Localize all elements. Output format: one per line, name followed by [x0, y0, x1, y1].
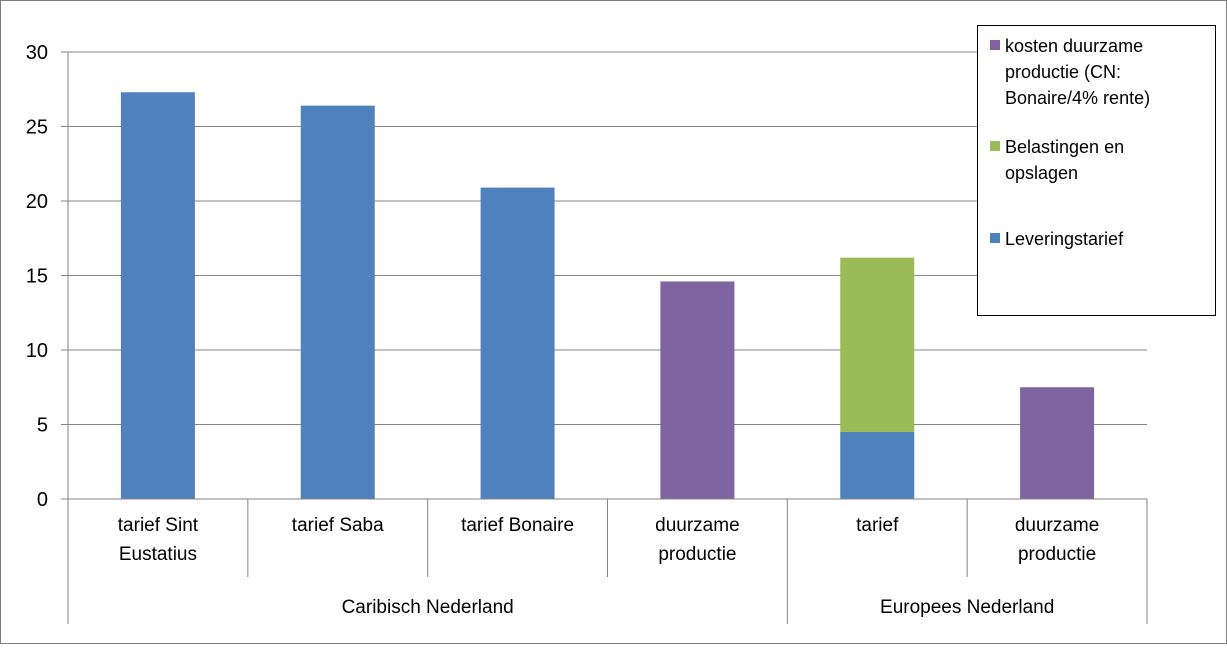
bar-segment — [840, 257, 915, 432]
category-label: duurzame — [655, 515, 740, 536]
axes — [61, 51, 1148, 624]
bar-segment — [1020, 387, 1095, 499]
category-label: tarief — [856, 515, 899, 536]
legend: kosten duurzame productie (CN: Bonaire/4% … — [977, 25, 1216, 316]
bar-segment — [120, 92, 195, 499]
bar-segment — [840, 431, 915, 499]
legend-label: opslagen — [1005, 163, 1078, 183]
legend-swatch — [990, 141, 1000, 151]
y-tick-label: 25 — [26, 117, 48, 139]
gridlines — [68, 51, 1147, 425]
category-label: duurzame — [1015, 515, 1100, 536]
bar-segment — [480, 187, 555, 499]
legend-label: Bonaire/4% rente) — [1005, 88, 1150, 108]
category-label: tarief Bonaire — [461, 515, 574, 536]
x-axis-labels: tarief Sint Eustatius tarief Saba tarief Bo… — [118, 515, 1100, 618]
group-label: Caribisch Nederland — [342, 597, 514, 618]
legend-label: productie (CN: — [1005, 62, 1121, 82]
legend-label: Belastingen en — [1005, 137, 1124, 157]
category-label: productie — [1018, 544, 1096, 565]
y-tick-label: 30 — [26, 42, 48, 64]
y-tick-label: 20 — [26, 191, 48, 213]
legend-swatch — [990, 40, 1000, 50]
legend-box — [977, 25, 1216, 316]
y-tick-label: 15 — [26, 266, 48, 288]
category-label: tarief Sint — [118, 515, 199, 536]
y-tick-label: 0 — [37, 489, 48, 511]
category-label: tarief Saba — [292, 515, 384, 536]
category-label: Eustatius — [119, 544, 197, 565]
legend-swatch — [990, 233, 1000, 243]
bar-segment — [300, 105, 375, 499]
y-axis-ticks: 0 5 10 15 20 25 30 — [26, 42, 48, 511]
bar-segment — [660, 281, 735, 499]
y-tick-label: 5 — [37, 415, 48, 437]
category-label: productie — [658, 544, 736, 565]
group-label: Europees Nederland — [880, 597, 1054, 618]
legend-label: Leveringstarief — [1005, 229, 1124, 249]
bars — [120, 92, 1095, 499]
y-tick-label: 10 — [26, 340, 48, 362]
legend-label: kosten duurzame — [1005, 36, 1143, 56]
